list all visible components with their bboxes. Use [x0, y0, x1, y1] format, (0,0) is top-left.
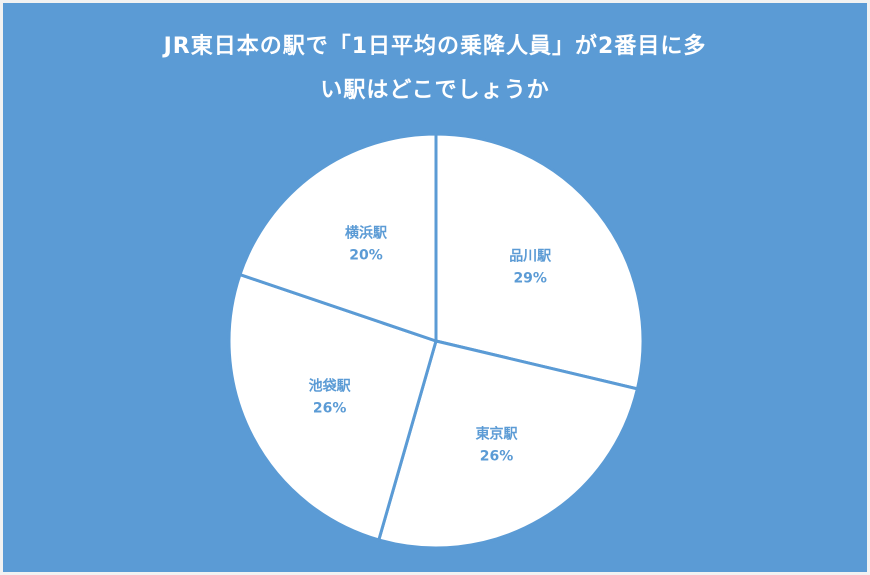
chart-title-line-1: JR東日本の駅で「1日平均の乗降人員」が2番目に多	[163, 34, 707, 59]
slice-percent-3: 26%	[313, 401, 347, 417]
chart-title-line-2: い駅はどこでしょうか	[320, 78, 550, 103]
pie-chart: 品川駅 29% 東京駅 26% 池袋駅 26% 横浜駅 20%	[227, 132, 645, 550]
pie-slice-2	[376, 339, 640, 550]
slice-label-2: 東京駅	[476, 426, 519, 443]
slice-percent-1: 29%	[513, 271, 547, 287]
chart-area: JR東日本の駅で「1日平均の乗降人員」が2番目に多 い駅はどこでしょうか 品川駅…	[3, 3, 867, 572]
chart-title: JR東日本の駅で「1日平均の乗降人員」が2番目に多 い駅はどこでしょうか	[3, 25, 867, 113]
slice-percent-4: 20%	[349, 247, 383, 263]
slice-label-3: 池袋駅	[309, 378, 352, 395]
pie-slice-1	[434, 132, 645, 391]
pie-slice-3	[227, 272, 438, 542]
pie-slice-4	[238, 132, 438, 344]
slice-label-4: 横浜駅	[345, 224, 388, 241]
slice-percent-2: 26%	[480, 449, 514, 465]
slice-label-1: 品川駅	[509, 249, 552, 265]
